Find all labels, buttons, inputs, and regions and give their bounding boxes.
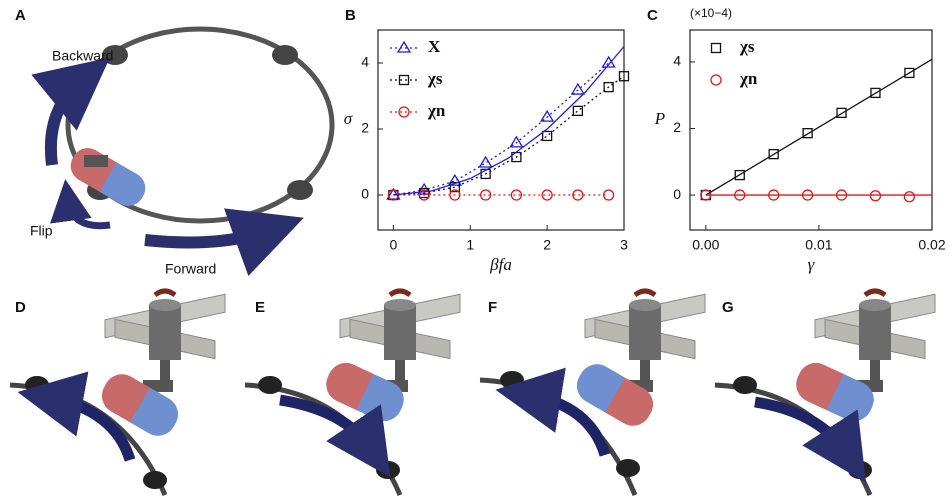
panel-label: C bbox=[647, 7, 658, 24]
legend-label: X bbox=[428, 37, 441, 56]
x-tick-label: 0 bbox=[389, 237, 397, 253]
marker-square bbox=[573, 106, 582, 115]
y-tick-label: 0 bbox=[361, 186, 369, 202]
plot-frame bbox=[690, 30, 932, 230]
x-tick-label: 3 bbox=[620, 237, 628, 253]
panel-label: B bbox=[345, 7, 356, 24]
marker-triangle bbox=[572, 84, 584, 94]
series-line bbox=[393, 76, 624, 195]
forward-label: Forward bbox=[165, 261, 216, 277]
panel-label: D bbox=[15, 299, 26, 316]
panel-label: F bbox=[488, 299, 497, 316]
panel-d-art bbox=[10, 291, 225, 495]
x-tick-label: 0.01 bbox=[805, 237, 832, 253]
x-tick-label: 2 bbox=[543, 237, 551, 253]
legend-marker bbox=[398, 42, 410, 52]
panel-g-art bbox=[715, 291, 935, 495]
legend-marker bbox=[711, 75, 721, 85]
x-tick-label: 0.00 bbox=[692, 237, 719, 253]
y-tick-label: 4 bbox=[361, 54, 369, 70]
backward-label: Backward bbox=[52, 48, 113, 64]
figure: Backward Flip Forward A B C D E F G 0 1 2 3… bbox=[0, 0, 950, 502]
panel-label: G bbox=[722, 299, 734, 316]
flip-label: Flip bbox=[30, 223, 53, 239]
y-axis-label: σ bbox=[344, 109, 353, 128]
y-axis-label: P bbox=[654, 109, 665, 128]
legend-marker bbox=[712, 44, 721, 53]
marker-triangle bbox=[480, 157, 492, 167]
legend-label: χn bbox=[427, 101, 446, 120]
axis-multiplier: (×10−4) bbox=[690, 6, 732, 20]
y-tick-label: 2 bbox=[361, 120, 369, 136]
legend-label: χs bbox=[427, 69, 443, 88]
x-tick-label: 0.02 bbox=[918, 237, 945, 253]
marker-circle bbox=[904, 192, 914, 202]
legend-label: χs bbox=[739, 37, 755, 56]
panel-label: A bbox=[15, 7, 26, 24]
y-tick-label: 0 bbox=[673, 186, 681, 202]
y-tick-label: 4 bbox=[673, 53, 681, 69]
panel-f-art bbox=[480, 291, 705, 495]
x-tick-label: 1 bbox=[466, 237, 474, 253]
series-line bbox=[393, 63, 608, 195]
legend-label: χn bbox=[739, 69, 758, 88]
x-axis-label: γ bbox=[808, 255, 816, 274]
marker-square bbox=[543, 131, 552, 140]
x-axis-label: βfa bbox=[489, 255, 512, 274]
panel-e-art bbox=[245, 291, 460, 495]
plot-frame bbox=[378, 30, 624, 230]
y-tick-label: 2 bbox=[673, 119, 681, 135]
panel-label: E bbox=[255, 299, 265, 316]
marker-circle bbox=[870, 191, 880, 201]
